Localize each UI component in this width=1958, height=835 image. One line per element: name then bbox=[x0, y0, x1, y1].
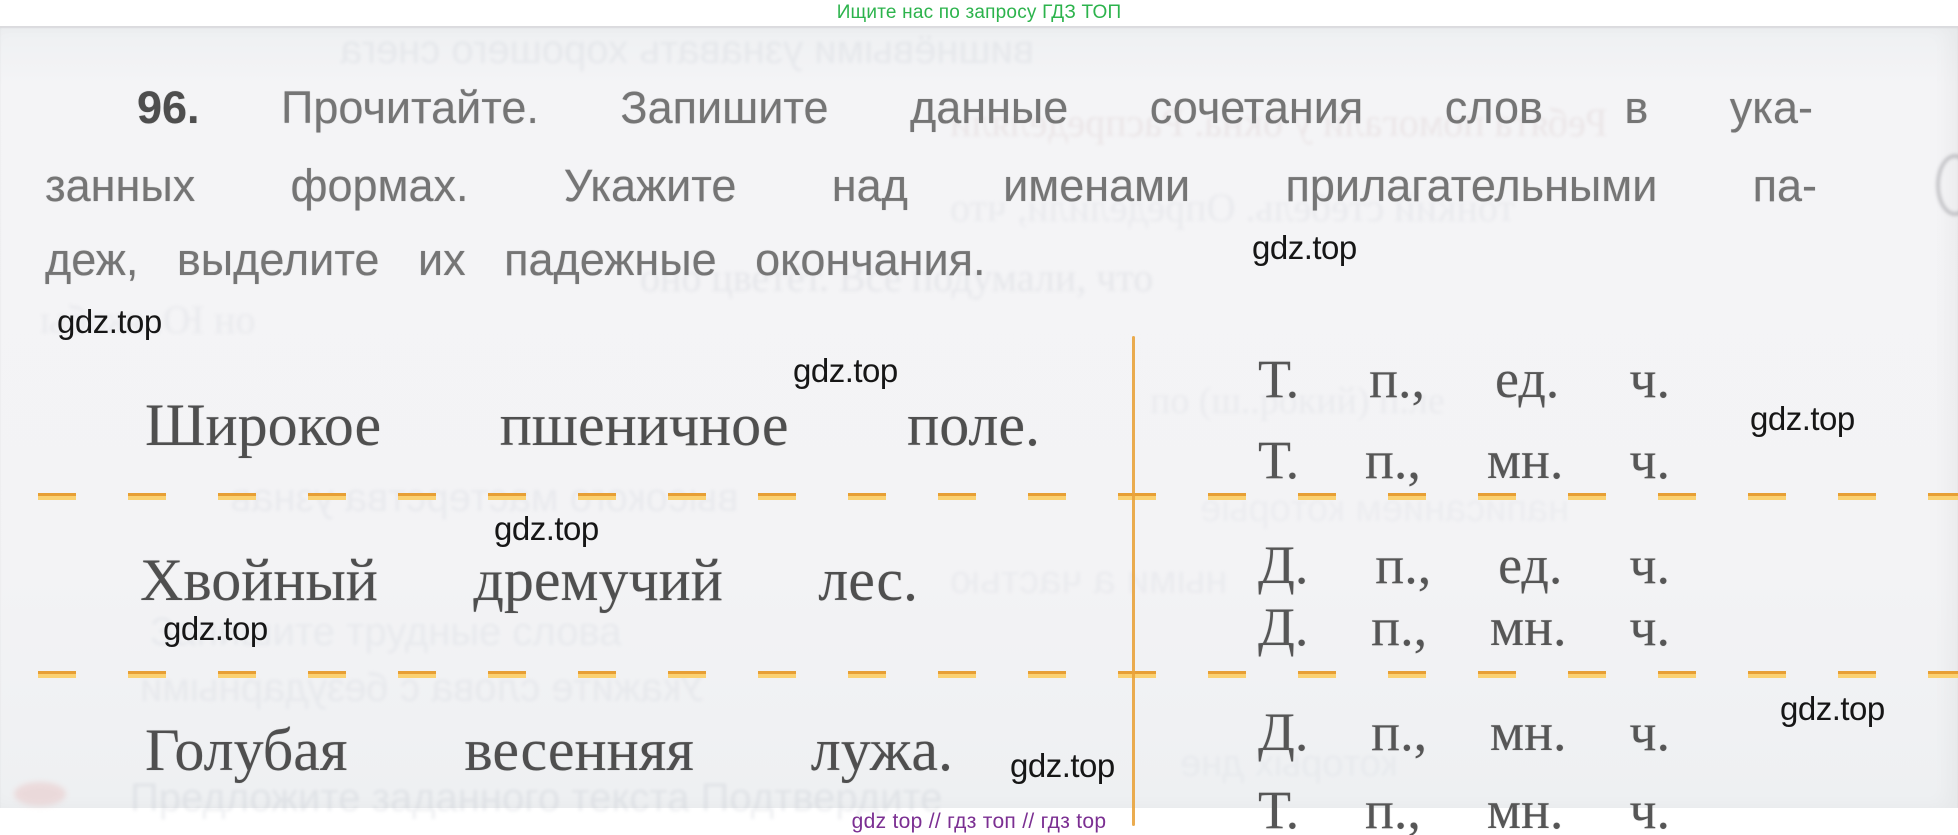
case-row: Т. п., ед. ч. bbox=[1258, 349, 1670, 409]
watermark: gdz.top bbox=[494, 510, 599, 547]
ghost-text: ными а частью bbox=[950, 558, 1228, 602]
watermark: gdz.top bbox=[1010, 747, 1115, 784]
watermark: gdz.top bbox=[57, 303, 162, 340]
bottom-promo-text: gdz top // гдз топ // гдз top bbox=[851, 810, 1107, 833]
watermark: gdz.top bbox=[1252, 229, 1357, 266]
top-promo-text: Ищите нас по запросу ГДЗ ТОП bbox=[836, 2, 1122, 23]
watermark: gdz.top bbox=[793, 352, 898, 389]
page-curl-mark bbox=[1936, 154, 1958, 216]
ghost-text: Предложите заданного текста Подтвердите bbox=[130, 776, 943, 820]
ghost-text: по (ш..рокий) п.ле bbox=[1150, 380, 1445, 422]
scan-edge-line bbox=[0, 26, 1958, 28]
ghost-text: вишнёвыми узнавать хорошего снега bbox=[340, 28, 1035, 72]
ghost-text: оно цветёт. Все подумали, что bbox=[640, 255, 1154, 300]
exercise-line-2: занных формах. Укажите над именами прила… bbox=[45, 160, 1817, 211]
ghost-text: Запишите трудные слова bbox=[150, 610, 622, 654]
dashed-separator-1 bbox=[38, 493, 1958, 500]
dash-orange-strip bbox=[38, 671, 1958, 674]
case-row: Д. п., ед. ч. bbox=[1258, 535, 1670, 595]
dash-orange-strip bbox=[38, 493, 1958, 496]
exercise-number: 96. bbox=[137, 82, 200, 133]
exercise-line-1-text: Прочитайте. Запишите данные сочетания сл… bbox=[199, 82, 1813, 133]
watermark: gdz.top bbox=[163, 610, 268, 647]
watermark: gdz.top bbox=[1750, 400, 1855, 437]
dash-yellow-strip bbox=[38, 674, 1958, 678]
dash-yellow-strip bbox=[38, 496, 1958, 500]
phrase-line: Хвойный дремучий лес. bbox=[140, 547, 918, 613]
pink-smudge bbox=[14, 782, 66, 806]
watermark: gdz.top bbox=[1780, 690, 1885, 727]
case-row: Д. п., мн. ч. bbox=[1258, 597, 1670, 657]
case-row: Д. п., мн. ч. bbox=[1258, 702, 1670, 762]
scanned-page: вишнёвыми узнавать хорошего снега Ребята … bbox=[0, 26, 1958, 835]
column-divider-line bbox=[1132, 336, 1135, 826]
exercise-line-3: деж, выделите их падежные окончания. bbox=[45, 234, 986, 285]
dashed-separator-2 bbox=[38, 671, 1958, 678]
exercise-line-1: 96. Прочитайте. Запишите данные сочетани… bbox=[137, 82, 1813, 134]
phrase-line: Голубая весенняя лужа. bbox=[145, 717, 953, 783]
case-row: Т. п., мн. ч. bbox=[1258, 430, 1670, 490]
phrase-line: Широкое пшеничное поле. bbox=[145, 392, 1040, 458]
case-row: Т. п., мн. ч. bbox=[1258, 780, 1670, 835]
